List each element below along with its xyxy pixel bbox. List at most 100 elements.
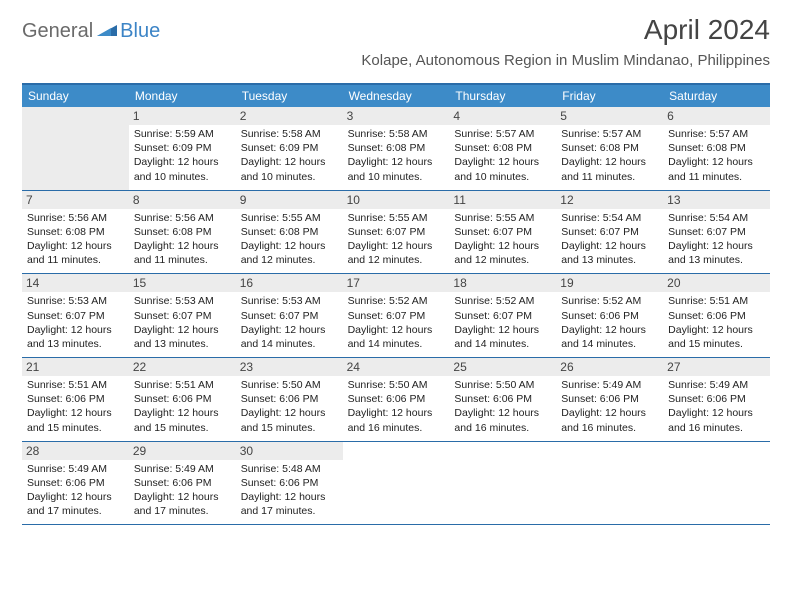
day-number: 1	[129, 107, 236, 125]
day-number: 21	[22, 358, 129, 376]
day-info: Sunrise: 5:50 AMSunset: 6:06 PMDaylight:…	[454, 378, 551, 435]
calendar-cell: 22Sunrise: 5:51 AMSunset: 6:06 PMDayligh…	[129, 358, 236, 441]
calendar-cell: 18 Sunrise: 5:52 AMSunset: 6:07 PMDayligh…	[449, 274, 556, 357]
day-number: 13	[663, 191, 770, 209]
weekday-header: Saturday	[663, 85, 770, 107]
day-info: Sunrise: 5:49 AMSunset: 6:06 PMDaylight:…	[27, 462, 124, 519]
day-number: 24	[343, 358, 450, 376]
calendar-week-row: 28 Sunrise: 5:49 AMSunset: 6:06 PMDayligh…	[22, 442, 770, 526]
day-number: 5	[556, 107, 663, 125]
calendar-week-row: 1 Sunrise: 5:59 AMSunset: 6:09 PMDaylight…	[22, 107, 770, 191]
day-info: Sunrise: 5:54 AMSunset: 6:07 PMDaylight:…	[561, 211, 658, 268]
calendar-cell: 11 Sunrise: 5:55 AMSunset: 6:07 PMDayligh…	[449, 191, 556, 274]
calendar-cell: 10Sunrise: 5:55 AMSunset: 6:07 PMDayligh…	[343, 191, 450, 274]
day-info: Sunrise: 5:49 AMSunset: 6:06 PMDaylight:…	[561, 378, 658, 435]
day-info: Sunrise: 5:50 AMSunset: 6:06 PMDaylight:…	[348, 378, 445, 435]
day-number: 17	[343, 274, 450, 292]
day-number: 23	[236, 358, 343, 376]
day-number: 3	[343, 107, 450, 125]
calendar-cell: 16Sunrise: 5:53 AMSunset: 6:07 PMDayligh…	[236, 274, 343, 357]
day-number: 25	[449, 358, 556, 376]
calendar-cell: 4 Sunrise: 5:57 AMSunset: 6:08 PMDaylight…	[449, 107, 556, 190]
calendar-cell: 26 Sunrise: 5:49 AMSunset: 6:06 PMDayligh…	[556, 358, 663, 441]
weekday-header: Tuesday	[236, 85, 343, 107]
calendar: SundayMondayTuesdayWednesdayThursdayFrid…	[22, 83, 770, 525]
day-number: 2	[236, 107, 343, 125]
calendar-cell: 6Sunrise: 5:57 AMSunset: 6:08 PMDaylight…	[663, 107, 770, 190]
day-info: Sunrise: 5:55 AMSunset: 6:07 PMDaylight:…	[348, 211, 445, 268]
day-number: 26	[556, 358, 663, 376]
page-header: General Blue April 2024 Kolape, Autonomo…	[0, 0, 792, 73]
day-number: 11	[449, 191, 556, 209]
brand-logo: General Blue	[22, 20, 160, 43]
day-number: 18	[449, 274, 556, 292]
day-info: Sunrise: 5:57 AMSunset: 6:08 PMDaylight:…	[454, 127, 551, 184]
title-block: April 2024 Kolape, Autonomous Region in …	[361, 14, 770, 69]
day-info: Sunrise: 5:49 AMSunset: 6:06 PMDaylight:…	[668, 378, 765, 435]
day-info: Sunrise: 5:58 AMSunset: 6:08 PMDaylight:…	[348, 127, 445, 184]
day-number: 12	[556, 191, 663, 209]
calendar-cell: 12 Sunrise: 5:54 AMSunset: 6:07 PMDayligh…	[556, 191, 663, 274]
calendar-week-row: 14 Sunrise: 5:53 AMSunset: 6:07 PMDayligh…	[22, 274, 770, 358]
brand-triangle-icon	[97, 22, 117, 41]
day-info: Sunrise: 5:57 AMSunset: 6:08 PMDaylight:…	[561, 127, 658, 184]
day-info: Sunrise: 5:55 AMSunset: 6:08 PMDaylight:…	[241, 211, 338, 268]
calendar-cell: 14 Sunrise: 5:53 AMSunset: 6:07 PMDayligh…	[22, 274, 129, 357]
day-info: Sunrise: 5:53 AMSunset: 6:07 PMDaylight:…	[134, 294, 231, 351]
day-info: Sunrise: 5:58 AMSunset: 6:09 PMDaylight:…	[241, 127, 338, 184]
calendar-cell: 25 Sunrise: 5:50 AMSunset: 6:06 PMDayligh…	[449, 358, 556, 441]
day-info: Sunrise: 5:54 AMSunset: 6:07 PMDaylight:…	[668, 211, 765, 268]
day-info: Sunrise: 5:48 AMSunset: 6:06 PMDaylight:…	[241, 462, 338, 519]
day-number: 9	[236, 191, 343, 209]
calendar-cell: 30Sunrise: 5:48 AMSunset: 6:06 PMDayligh…	[236, 442, 343, 525]
calendar-cell: 29 Sunrise: 5:49 AMSunset: 6:06 PMDayligh…	[129, 442, 236, 525]
day-info: Sunrise: 5:50 AMSunset: 6:06 PMDaylight:…	[241, 378, 338, 435]
calendar-cell: 2 Sunrise: 5:58 AMSunset: 6:09 PMDaylight…	[236, 107, 343, 190]
day-number: 15	[129, 274, 236, 292]
calendar-cell: 19Sunrise: 5:52 AMSunset: 6:06 PMDayligh…	[556, 274, 663, 357]
calendar-cell: 3 Sunrise: 5:58 AMSunset: 6:08 PMDaylight…	[343, 107, 450, 190]
day-info: Sunrise: 5:52 AMSunset: 6:07 PMDaylight:…	[454, 294, 551, 351]
day-number: 27	[663, 358, 770, 376]
day-number: 14	[22, 274, 129, 292]
day-info: Sunrise: 5:51 AMSunset: 6:06 PMDaylight:…	[668, 294, 765, 351]
calendar-cell: 9 Sunrise: 5:55 AMSunset: 6:08 PMDaylight…	[236, 191, 343, 274]
day-number: 8	[129, 191, 236, 209]
calendar-cell	[663, 442, 770, 525]
day-number: 19	[556, 274, 663, 292]
calendar-cell: 28 Sunrise: 5:49 AMSunset: 6:06 PMDayligh…	[22, 442, 129, 525]
day-info: Sunrise: 5:53 AMSunset: 6:07 PMDaylight:…	[27, 294, 124, 351]
day-info: Sunrise: 5:52 AMSunset: 6:07 PMDaylight:…	[348, 294, 445, 351]
calendar-cell: 24 Sunrise: 5:50 AMSunset: 6:06 PMDayligh…	[343, 358, 450, 441]
day-number: 22	[129, 358, 236, 376]
day-number: 29	[129, 442, 236, 460]
weekday-header: Monday	[129, 85, 236, 107]
day-number: 28	[22, 442, 129, 460]
day-number: 7	[22, 191, 129, 209]
weekday-header: Wednesday	[343, 85, 450, 107]
calendar-cell: 17 Sunrise: 5:52 AMSunset: 6:07 PMDayligh…	[343, 274, 450, 357]
day-info: Sunrise: 5:55 AMSunset: 6:07 PMDaylight:…	[454, 211, 551, 268]
calendar-week-row: 21Sunrise: 5:51 AMSunset: 6:06 PMDayligh…	[22, 358, 770, 442]
calendar-cell: 15 Sunrise: 5:53 AMSunset: 6:07 PMDayligh…	[129, 274, 236, 357]
calendar-week-row: 7 Sunrise: 5:56 AMSunset: 6:08 PMDaylight…	[22, 191, 770, 275]
day-info: Sunrise: 5:49 AMSunset: 6:06 PMDaylight:…	[134, 462, 231, 519]
calendar-cell: 1 Sunrise: 5:59 AMSunset: 6:09 PMDaylight…	[129, 107, 236, 190]
day-info: Sunrise: 5:56 AMSunset: 6:08 PMDaylight:…	[27, 211, 124, 268]
day-number: 16	[236, 274, 343, 292]
calendar-cell	[22, 107, 129, 190]
calendar-grid: 1 Sunrise: 5:59 AMSunset: 6:09 PMDaylight…	[22, 107, 770, 525]
calendar-cell: 27 Sunrise: 5:49 AMSunset: 6:06 PMDayligh…	[663, 358, 770, 441]
day-info: Sunrise: 5:56 AMSunset: 6:08 PMDaylight:…	[134, 211, 231, 268]
weekday-header: Friday	[556, 85, 663, 107]
day-number: 6	[663, 107, 770, 125]
calendar-cell: 7 Sunrise: 5:56 AMSunset: 6:08 PMDaylight…	[22, 191, 129, 274]
day-number: 4	[449, 107, 556, 125]
weekday-header-row: SundayMondayTuesdayWednesdayThursdayFrid…	[22, 85, 770, 107]
calendar-cell	[343, 442, 450, 525]
calendar-cell: 21Sunrise: 5:51 AMSunset: 6:06 PMDayligh…	[22, 358, 129, 441]
weekday-header: Sunday	[22, 85, 129, 107]
day-info: Sunrise: 5:59 AMSunset: 6:09 PMDaylight:…	[134, 127, 231, 184]
calendar-cell	[449, 442, 556, 525]
weekday-header: Thursday	[449, 85, 556, 107]
